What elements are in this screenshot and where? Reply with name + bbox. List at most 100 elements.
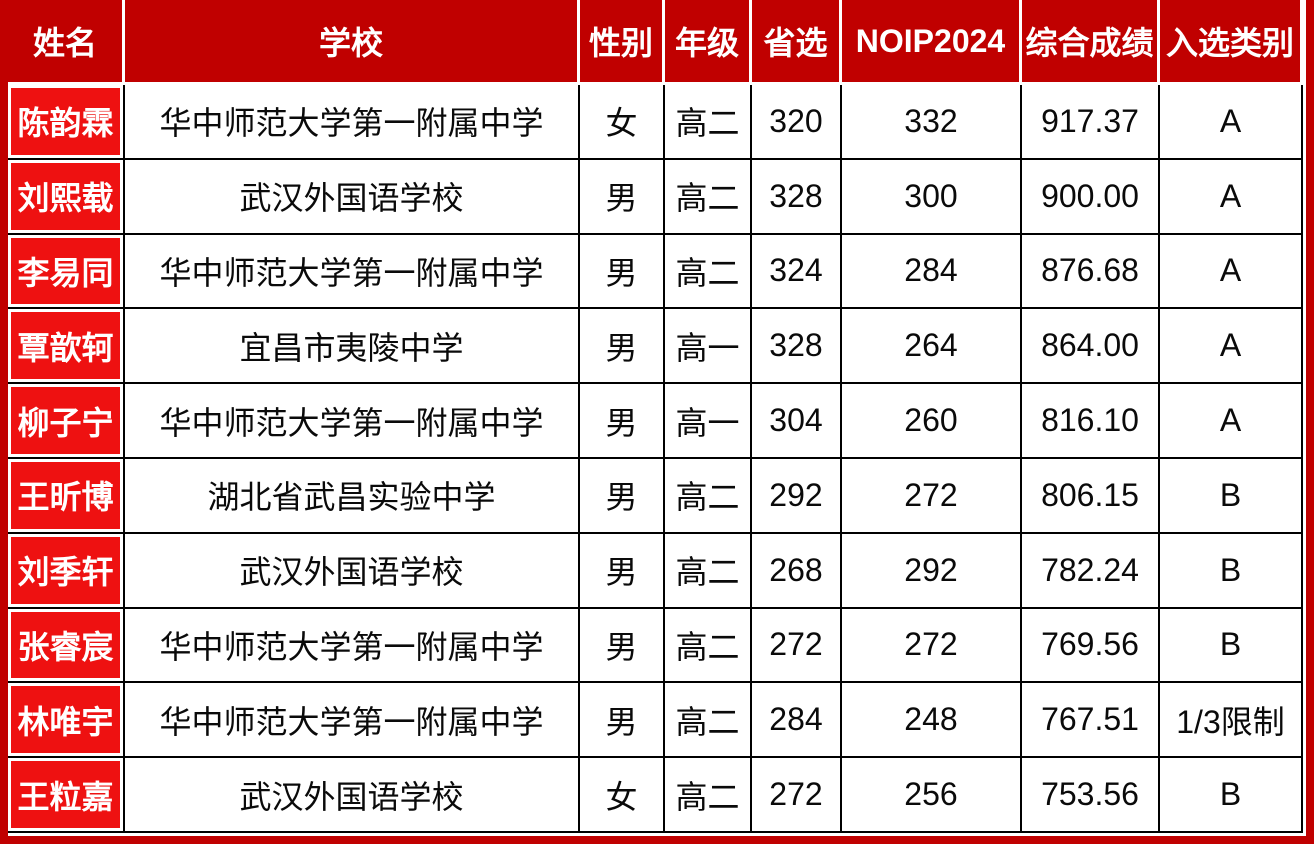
cell-grade: 高二 xyxy=(665,459,752,534)
cell-category: A xyxy=(1160,234,1303,310)
cell-student-name: 张睿宸 xyxy=(8,608,125,684)
cell-composite: 782.24 xyxy=(1022,533,1160,609)
cell-category: B xyxy=(1160,608,1303,684)
cell-student-name: 李易同 xyxy=(8,234,125,310)
cell-grade: 高二 xyxy=(665,159,752,235)
cell-school: 华中师范大学第一附属中学 xyxy=(125,234,580,310)
student-name-label: 林唯宇 xyxy=(11,686,120,754)
cell-category: B xyxy=(1160,459,1303,534)
cell-grade: 高二 xyxy=(665,683,752,759)
cell-composite: 876.68 xyxy=(1022,234,1160,310)
cell-provincial: 324 xyxy=(752,234,842,310)
cell-noip2024: 272 xyxy=(842,459,1022,534)
student-name-label: 张睿宸 xyxy=(11,611,120,679)
cell-composite: 769.56 xyxy=(1022,608,1160,684)
cell-category: 1/3限制 xyxy=(1160,683,1303,759)
student-name-label: 柳子宁 xyxy=(11,387,120,454)
cell-provincial: 328 xyxy=(752,309,842,385)
table-inner-area: 姓名 学校 性别 年级 省选 NOIP2024 综合成绩 入选类别 陈韵霖 华中… xyxy=(8,0,1306,836)
cell-noip2024: 272 xyxy=(842,608,1022,684)
student-name-label: 李易同 xyxy=(11,237,120,305)
cell-student-name: 陈韵霖 xyxy=(8,85,125,160)
cell-student-name: 刘熙载 xyxy=(8,159,125,235)
student-name-label: 王昕博 xyxy=(11,462,120,529)
cell-school: 武汉外国语学校 xyxy=(125,533,580,609)
cell-category: B xyxy=(1160,758,1303,833)
cell-provincial: 284 xyxy=(752,683,842,759)
student-name-label: 刘熙载 xyxy=(11,162,120,230)
cell-composite: 753.56 xyxy=(1022,758,1160,833)
cell-provincial: 268 xyxy=(752,533,842,609)
header-cell-provincial: 省选 xyxy=(752,0,842,85)
cell-school: 华中师范大学第一附属中学 xyxy=(125,85,580,160)
cell-gender: 女 xyxy=(580,85,665,160)
cell-provincial: 328 xyxy=(752,159,842,235)
cell-noip2024: 248 xyxy=(842,683,1022,759)
cell-provincial: 292 xyxy=(752,459,842,534)
cell-composite: 806.15 xyxy=(1022,459,1160,534)
cell-gender: 男 xyxy=(580,159,665,235)
cell-grade: 高一 xyxy=(665,384,752,459)
cell-composite: 917.37 xyxy=(1022,85,1160,160)
cell-category: A xyxy=(1160,85,1303,160)
cell-noip2024: 260 xyxy=(842,384,1022,459)
cell-provincial: 272 xyxy=(752,608,842,684)
cell-student-name: 王粒嘉 xyxy=(8,758,125,833)
cell-grade: 高一 xyxy=(665,309,752,385)
cell-grade: 高二 xyxy=(665,234,752,310)
header-cell-name: 姓名 xyxy=(8,0,125,85)
cell-student-name: 柳子宁 xyxy=(8,384,125,459)
cell-school: 宜昌市夷陵中学 xyxy=(125,309,580,385)
cell-noip2024: 264 xyxy=(842,309,1022,385)
cell-category: A xyxy=(1160,309,1303,385)
cell-school: 华中师范大学第一附属中学 xyxy=(125,683,580,759)
cell-composite: 767.51 xyxy=(1022,683,1160,759)
cell-category: A xyxy=(1160,384,1303,459)
student-name-label: 刘季轩 xyxy=(11,536,120,604)
cell-school: 武汉外国语学校 xyxy=(125,159,580,235)
cell-grade: 高二 xyxy=(665,758,752,833)
header-cell-noip2024: NOIP2024 xyxy=(842,0,1022,85)
cell-provincial: 272 xyxy=(752,758,842,833)
header-cell-category: 入选类别 xyxy=(1160,0,1303,85)
student-name-label: 陈韵霖 xyxy=(11,88,120,155)
cell-student-name: 林唯宇 xyxy=(8,683,125,759)
cell-noip2024: 332 xyxy=(842,85,1022,160)
student-name-label: 王粒嘉 xyxy=(11,761,120,828)
cell-composite: 816.10 xyxy=(1022,384,1160,459)
cell-noip2024: 256 xyxy=(842,758,1022,833)
cell-student-name: 王昕博 xyxy=(8,459,125,534)
cell-school: 华中师范大学第一附属中学 xyxy=(125,608,580,684)
results-table: 姓名 学校 性别 年级 省选 NOIP2024 综合成绩 入选类别 陈韵霖 华中… xyxy=(8,0,1303,833)
cell-gender: 男 xyxy=(580,384,665,459)
cell-category: B xyxy=(1160,533,1303,609)
cell-provincial: 320 xyxy=(752,85,842,160)
cell-school: 武汉外国语学校 xyxy=(125,758,580,833)
header-cell-grade: 年级 xyxy=(665,0,752,85)
cell-gender: 男 xyxy=(580,608,665,684)
cell-noip2024: 284 xyxy=(842,234,1022,310)
cell-grade: 高二 xyxy=(665,608,752,684)
cell-gender: 男 xyxy=(580,459,665,534)
cell-school: 湖北省武昌实验中学 xyxy=(125,459,580,534)
cell-gender: 男 xyxy=(580,683,665,759)
cell-gender: 女 xyxy=(580,758,665,833)
cell-student-name: 覃歆轲 xyxy=(8,309,125,385)
cell-student-name: 刘季轩 xyxy=(8,533,125,609)
cell-noip2024: 292 xyxy=(842,533,1022,609)
header-cell-school: 学校 xyxy=(125,0,580,85)
cell-noip2024: 300 xyxy=(842,159,1022,235)
cell-provincial: 304 xyxy=(752,384,842,459)
cell-composite: 900.00 xyxy=(1022,159,1160,235)
cell-composite: 864.00 xyxy=(1022,309,1160,385)
header-cell-gender: 性别 xyxy=(580,0,665,85)
cell-grade: 高二 xyxy=(665,533,752,609)
cell-gender: 男 xyxy=(580,234,665,310)
cell-category: A xyxy=(1160,159,1303,235)
cell-grade: 高二 xyxy=(665,85,752,160)
cell-gender: 男 xyxy=(580,533,665,609)
cell-school: 华中师范大学第一附属中学 xyxy=(125,384,580,459)
cell-gender: 男 xyxy=(580,309,665,385)
header-cell-composite: 综合成绩 xyxy=(1022,0,1160,85)
